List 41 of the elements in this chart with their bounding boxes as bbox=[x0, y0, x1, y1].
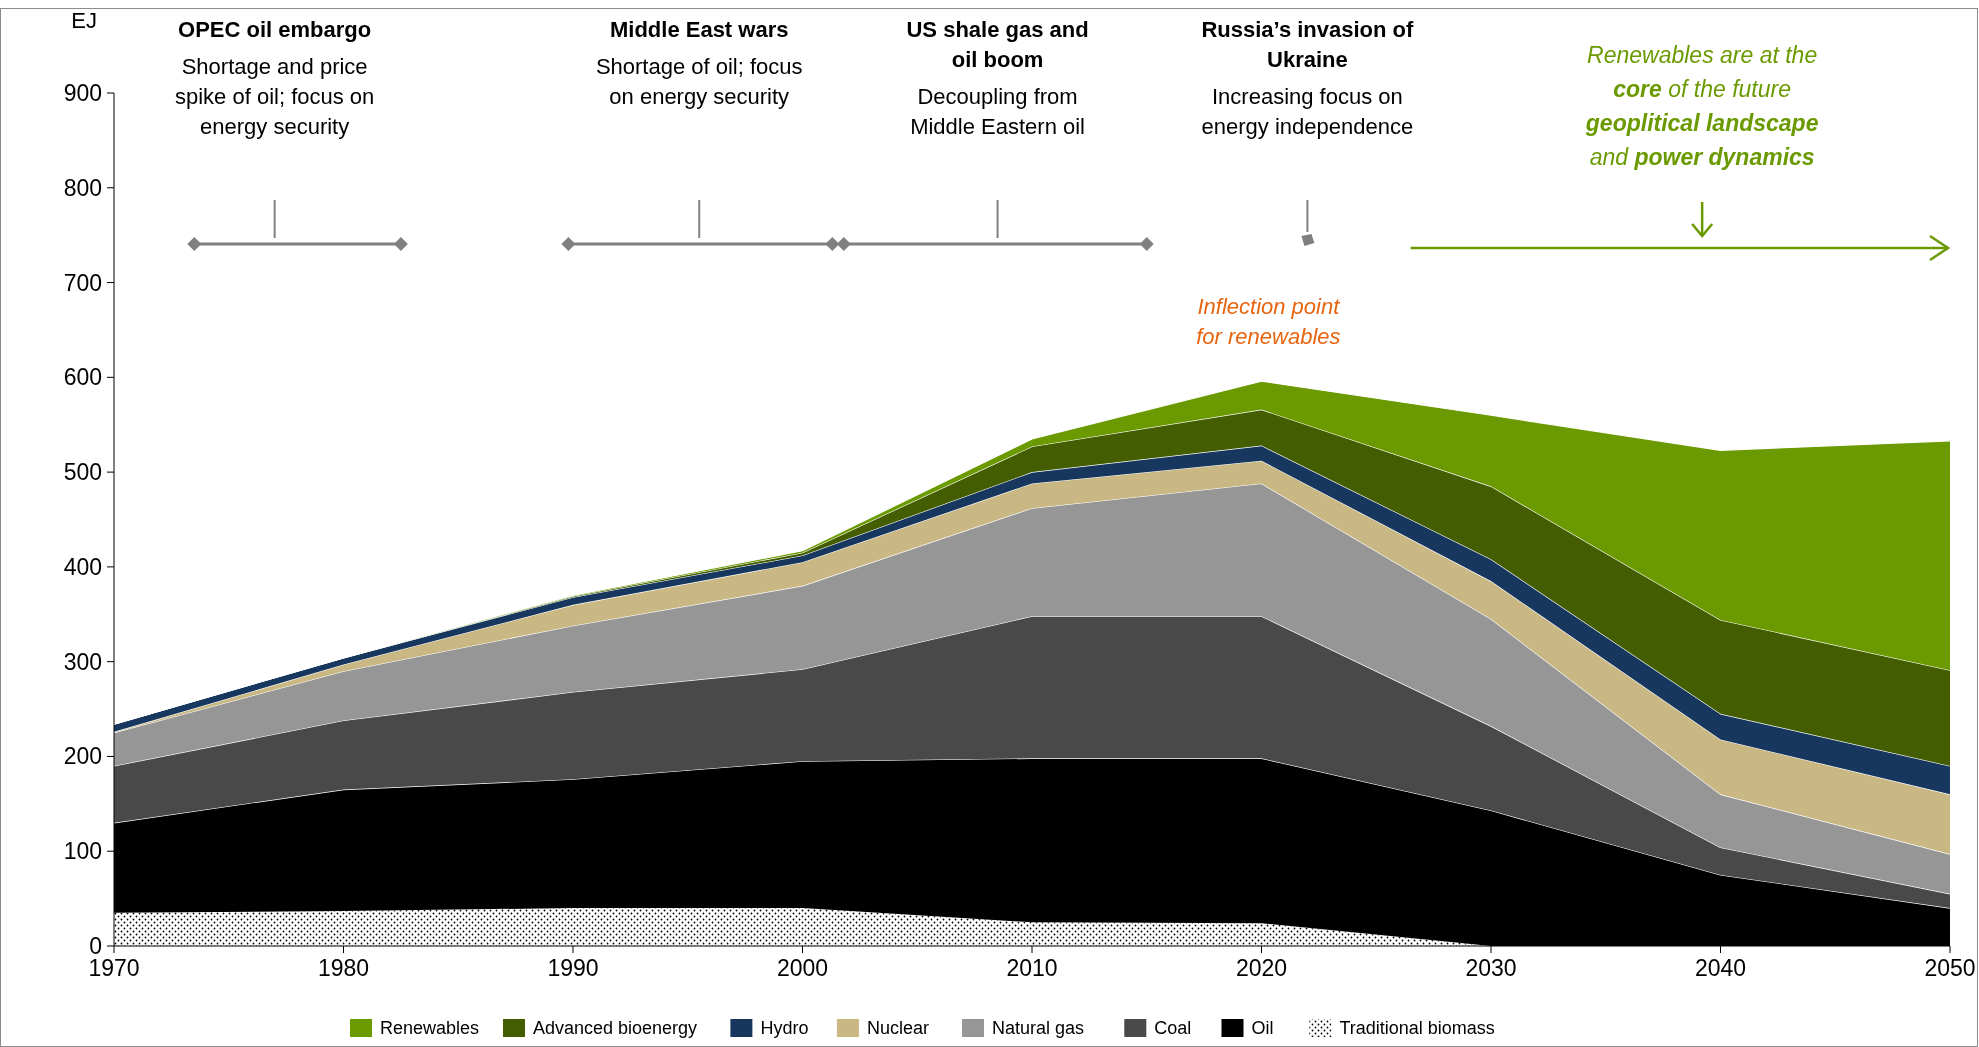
annotation: core bbox=[1613, 76, 1663, 102]
y-tick-label: 300 bbox=[63, 648, 102, 675]
legend-label: Traditional biomass bbox=[1339, 1018, 1495, 1038]
text: Middle East wars bbox=[609, 17, 789, 42]
y-tick-label: 900 bbox=[63, 80, 102, 106]
legend-label: Advanced bioenergy bbox=[533, 1018, 698, 1038]
annotation: Shortage of oil; focus on energy security bbox=[595, 54, 803, 109]
legend-label: Natural gas bbox=[992, 1018, 1085, 1038]
legend-label: Renewables bbox=[380, 1018, 480, 1038]
x-tick-label: 2050 bbox=[1924, 955, 1976, 981]
y-tick-label: 700 bbox=[63, 269, 102, 296]
y-tick-label: 800 bbox=[63, 174, 102, 201]
x-tick-label: 1980 bbox=[317, 955, 370, 981]
annotation: and bbox=[1589, 144, 1630, 170]
y-tick-label: 600 bbox=[63, 364, 102, 391]
x-tick-label: 2020 bbox=[1235, 955, 1288, 981]
x-tick-label: 2000 bbox=[776, 955, 829, 981]
legend-label: Nuclear bbox=[866, 1018, 929, 1038]
x-tick-label: 2030 bbox=[1465, 955, 1517, 981]
x-tick-label: 2040 bbox=[1694, 955, 1747, 981]
annotation: Shortage and price spike of oil; focus on energy security bbox=[174, 54, 375, 139]
annotation: geoplitical landscape bbox=[1584, 110, 1819, 136]
legend-label: Oil bbox=[1251, 1018, 1274, 1038]
y-tick-label: 200 bbox=[63, 743, 102, 770]
annotation: Inflection point for renewables bbox=[1196, 294, 1341, 349]
text: OPEC oil embargo bbox=[178, 17, 372, 42]
y-tick-label: 500 bbox=[63, 459, 102, 486]
x-tick-label: 2010 bbox=[1006, 955, 1058, 981]
y-axis-title: EJ bbox=[71, 8, 97, 33]
x-tick-label: 1990 bbox=[547, 955, 599, 981]
y-tick-label: 100 bbox=[63, 838, 102, 865]
annotation: power dynamics bbox=[1628, 144, 1815, 170]
legend-label: Hydro bbox=[760, 1018, 809, 1038]
annotation: Increasing focus on energy independence bbox=[1201, 84, 1414, 139]
text: Renewables are at the bbox=[1587, 42, 1818, 68]
legend-label: Coal bbox=[1154, 1018, 1192, 1038]
y-tick-label: 400 bbox=[63, 553, 102, 580]
text: Russia’s invasion of Ukraine bbox=[1201, 17, 1415, 72]
annotation: of the future bbox=[1661, 76, 1792, 102]
text: US shale gas and oil boom bbox=[906, 17, 1089, 72]
annotation: Decoupling from Middle Eastern oil bbox=[910, 84, 1086, 139]
